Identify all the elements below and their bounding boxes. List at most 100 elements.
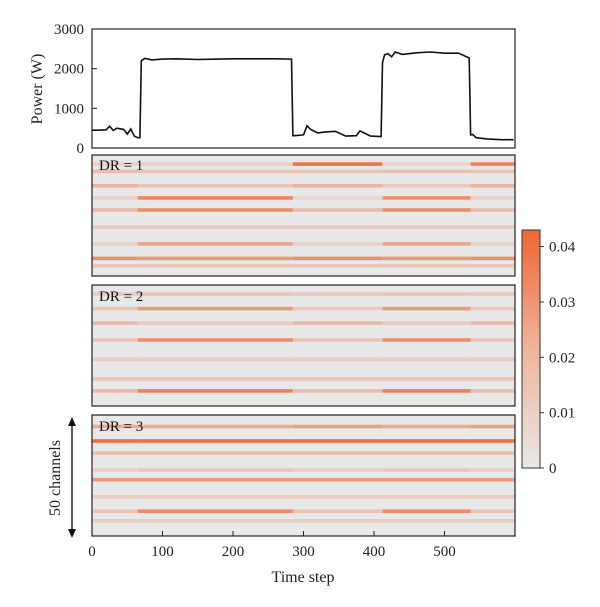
heatmap-cell (292, 439, 383, 443)
heatmap-cell (137, 225, 293, 229)
heatmap-cell (470, 451, 515, 455)
panel-label-dr3: DR = 3 (99, 419, 143, 435)
heatmap-cell (382, 377, 471, 381)
heatmap-background (92, 285, 515, 406)
heatmap-cell (470, 225, 515, 229)
heatmap-cell (292, 208, 383, 212)
colorbar-tick-label: 0.04 (549, 240, 576, 256)
heatmap-cell (137, 263, 293, 268)
heatmap-cell (92, 357, 138, 362)
heatmap-cell (292, 169, 383, 174)
heatmap-cell (470, 321, 515, 325)
heatmap-cell (92, 225, 138, 229)
heatmap-frame (91, 284, 516, 407)
heatmap-cell (137, 451, 293, 455)
x-tick-label: 200 (222, 544, 245, 560)
x-tick-label: 400 (363, 544, 386, 560)
channels-label: 50 channels (47, 440, 64, 516)
power-ytick-label: 3000 (54, 22, 84, 38)
heatmap-cell (92, 256, 138, 261)
heatmap-cell (92, 321, 138, 325)
heatmap-cell (470, 338, 515, 342)
heatmap-cell (292, 468, 383, 472)
heatmap-cell (92, 389, 138, 393)
heatmap-cell (382, 242, 471, 246)
heatmap-cell (137, 468, 293, 472)
heatmap-cell (137, 306, 293, 311)
heatmap-cell (92, 468, 138, 472)
heatmap-cell (470, 256, 515, 261)
heatmap-panels (91, 154, 516, 537)
heatmap-cell (92, 292, 138, 296)
heatmap-cell (470, 263, 515, 268)
heatmap-cell (137, 389, 293, 393)
heatmap-cell (92, 477, 138, 482)
heatmap-cell (292, 519, 383, 523)
heatmap-cell (137, 242, 293, 246)
panel-label-dr1: DR = 1 (99, 158, 143, 174)
heatmap-cell (382, 256, 471, 261)
heatmap-cell (470, 468, 515, 472)
heatmap-cell (92, 263, 138, 268)
heatmap-dr3 (91, 414, 516, 537)
heatmap-cell (470, 169, 515, 174)
heatmap-cell (137, 494, 293, 499)
heatmap-cell (470, 477, 515, 482)
heatmap-cell (382, 424, 471, 429)
x-tick-label: 500 (433, 544, 456, 560)
heatmap-cell (382, 477, 471, 482)
power-ylabel: Power (W) (29, 54, 46, 125)
heatmap-cell (382, 184, 471, 188)
heatmap-cell (137, 509, 293, 513)
heatmap-cell (137, 424, 293, 429)
heatmap-cell (382, 196, 471, 200)
heatmap-cell (382, 389, 471, 393)
heatmap-cell (382, 451, 471, 455)
colorbar-tick-label: 0.03 (549, 295, 575, 311)
heatmap-cell (137, 338, 293, 342)
heatmap-cell (137, 477, 293, 482)
heatmap-cell (382, 263, 471, 268)
heatmap-cell (470, 357, 515, 362)
heatmap-cell (92, 196, 138, 200)
heatmap-cell (292, 196, 383, 200)
heatmap-cell (292, 357, 383, 362)
heatmap-cell (470, 509, 515, 513)
heatmap-cell (292, 321, 383, 325)
heatmap-cell (137, 519, 293, 523)
heatmap-cell (470, 519, 515, 523)
heatmap-cell (292, 451, 383, 455)
heatmap-cell (92, 208, 138, 212)
heatmap-cell (137, 184, 293, 188)
heatmap-cell (382, 509, 471, 513)
power-plot: Power (W) 0 1000 2000 3000 (29, 22, 516, 157)
heatmap-cell (292, 494, 383, 499)
power-plot-frame (91, 28, 516, 149)
heatmap-cell (137, 357, 293, 362)
heatmap-cell (292, 389, 383, 393)
heatmap-cell (470, 196, 515, 200)
heatmap-cell (92, 424, 138, 429)
heatmap-cell (470, 208, 515, 212)
heatmap-cell (382, 468, 471, 472)
heatmap-cell (292, 292, 383, 296)
heatmap-cell (137, 162, 293, 166)
heatmap-cell (92, 338, 138, 342)
heatmap-cell (292, 184, 383, 188)
heatmap-cell (92, 242, 138, 246)
heatmap-cell (137, 377, 293, 381)
heatmap-cell (292, 338, 383, 342)
heatmap-cell (470, 242, 515, 246)
heatmap-cell (92, 439, 138, 443)
heatmap-cell (382, 162, 471, 166)
heatmap-cell (137, 439, 293, 443)
heatmap-cell (382, 225, 471, 229)
heatmap-cell (470, 184, 515, 188)
heatmap-cell (292, 509, 383, 513)
heatmap-cell (470, 424, 515, 429)
x-tick-label: 300 (292, 544, 315, 560)
heatmap-cell (137, 208, 293, 212)
colorbar-tick-label: 0.02 (549, 350, 575, 366)
heatmap-cell (382, 439, 471, 443)
